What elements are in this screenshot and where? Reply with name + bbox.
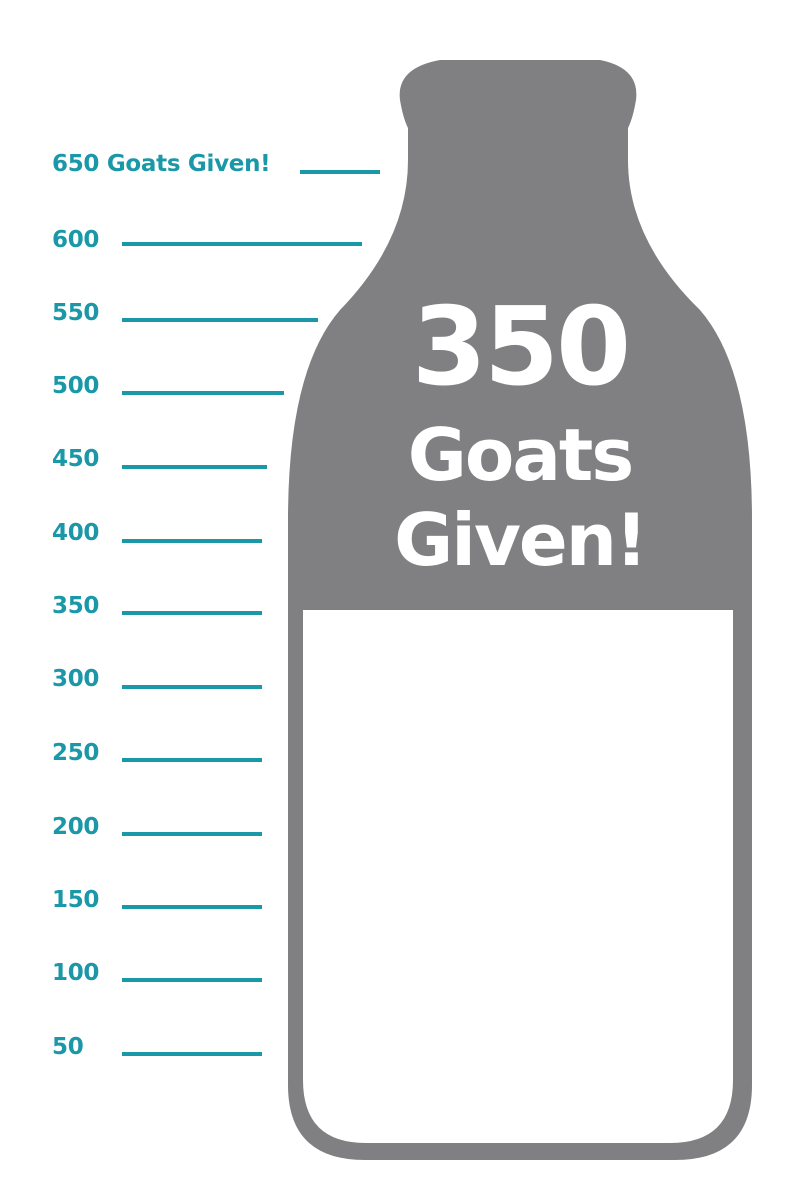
- scale-label-550: 550: [52, 300, 100, 326]
- scale-label-600: 600: [52, 227, 100, 253]
- scale-line-200: [122, 832, 262, 836]
- scale-line-100: [122, 978, 262, 982]
- scale-label-350: 350: [52, 593, 100, 619]
- scale-line-500: [122, 391, 284, 395]
- scale-line-250: [122, 758, 262, 762]
- scale-label-250: 250: [52, 740, 100, 766]
- scale-label-400: 400: [52, 520, 100, 546]
- scale-line-300: [122, 685, 262, 689]
- goats-count-number: 350: [411, 285, 631, 410]
- scale-line-600: [122, 242, 362, 246]
- scale-line-400: [122, 539, 262, 543]
- scale-label-50: 50: [52, 1034, 84, 1060]
- scale-line-450: [122, 465, 267, 469]
- scale-label-100: 100: [52, 960, 100, 986]
- scale-label-150: 150: [52, 887, 100, 913]
- scale-line-50: [122, 1052, 262, 1056]
- scale-label-650: 650 Goats Given!: [52, 151, 271, 177]
- scale-label-450: 450: [52, 446, 100, 472]
- bottle-empty-region: [303, 610, 733, 1143]
- scale-label-200: 200: [52, 814, 100, 840]
- scale-line-350: [122, 611, 262, 615]
- goats-count-line1: Goats: [407, 413, 634, 497]
- scale-label-500: 500: [52, 373, 100, 399]
- goats-count-line2: Given!: [394, 498, 648, 582]
- scale-line-550: [122, 318, 318, 322]
- scale-label-300: 300: [52, 666, 100, 692]
- scale-line-650: [300, 170, 380, 174]
- scale-line-150: [122, 905, 262, 909]
